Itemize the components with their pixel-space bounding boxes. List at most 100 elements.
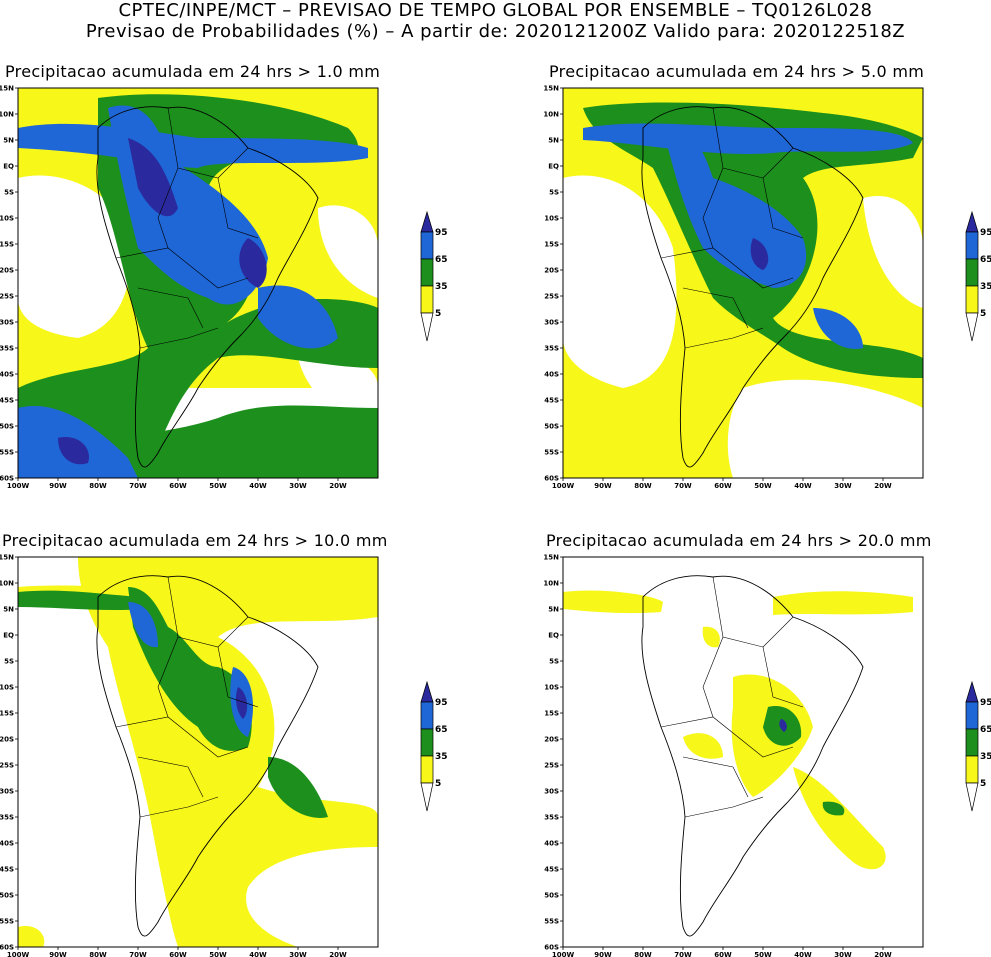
country-border-1 <box>115 716 249 758</box>
lat-tick-label: 50S <box>544 423 559 431</box>
lat-tick-label: 60S <box>544 475 559 483</box>
colorbar-bottom-triangle <box>420 312 434 342</box>
main-title: CPTEC/INPE/MCT – PREVISAO DE TEMPO GLOBA… <box>118 0 873 21</box>
country-border-3 <box>157 167 179 249</box>
lat-tick-label: 15N <box>0 554 14 562</box>
lat-tick-label: 20S <box>544 736 559 744</box>
lat-tick-label: 20S <box>0 736 14 744</box>
map-panel-10mm: 15N 10N 5N EQ 5S 10S 15S 20S 25S 30S 35S 40S 45S 50S 5… <box>0 554 380 957</box>
country-border-3 <box>157 636 179 718</box>
prob-field-8 <box>258 285 338 349</box>
prob-field-7 <box>822 801 845 816</box>
colorbar-level-label: 35 <box>980 282 991 292</box>
lon-tick-label: 60W <box>169 482 187 490</box>
lat-tick-label: 5S <box>549 189 559 197</box>
colorbar-segment <box>420 285 434 314</box>
colorbar-segment <box>965 755 979 784</box>
country-border-5 <box>682 287 749 329</box>
country-border-2 <box>684 327 764 349</box>
lon-tick-label: 70W <box>129 951 147 957</box>
lat-tick-label: 35S <box>544 814 559 822</box>
lat-tick-label: 55S <box>0 449 14 457</box>
lon-tick-label: 80W <box>89 482 107 490</box>
prob-field-4 <box>683 733 723 759</box>
country-border-1 <box>660 247 794 289</box>
continent-outline <box>641 575 864 937</box>
prob-field-6 <box>128 602 158 648</box>
colorbar-20mm: 95 65 35 5 <box>963 680 991 829</box>
lat-tick-label: 50S <box>0 892 14 900</box>
lon-tick-label: 30W <box>834 482 852 490</box>
prob-field-2 <box>18 926 45 947</box>
country-border-4 <box>762 646 804 708</box>
lat-tick-label: 10S <box>544 215 559 223</box>
lat-tick-label: 35S <box>0 345 14 353</box>
colorbar-segment <box>965 285 979 314</box>
country-border-0 <box>712 107 794 179</box>
colorbar-segment <box>965 258 979 287</box>
panel-title-5mm: Precipitacao acumulada em 24 hrs > 5.0 m… <box>549 62 925 81</box>
lon-tick-label: 30W <box>289 482 307 490</box>
map-panel-1mm: 15N 10N 5N EQ 5S 10S 15S 20S 25S 30S 35S 40S 45S 50S 5… <box>0 85 380 490</box>
lat-tick-label: 10S <box>0 215 14 223</box>
lon-tick-label: 50W <box>754 951 772 957</box>
colorbar-level-label: 5 <box>980 309 986 319</box>
colorbar-top-triangle <box>965 210 979 233</box>
subtitle: Previsao de Probabilidades (%) – A parti… <box>85 21 906 42</box>
country-border-5 <box>137 287 204 329</box>
prob-field-8 <box>779 719 787 732</box>
lat-tick-label: 45S <box>544 866 559 874</box>
colorbar-bottom-triangle <box>420 782 434 812</box>
lat-tick-label: 50S <box>0 423 14 431</box>
colorbar-level-label: 95 <box>435 698 448 708</box>
colorbar-segment <box>965 701 979 730</box>
colorbar-level-label: 35 <box>435 752 448 762</box>
lat-tick-label: 5N <box>548 606 559 614</box>
lat-tick-label: 15S <box>544 710 559 718</box>
colorbar-level-label: 35 <box>435 282 448 292</box>
lat-tick-label: 20S <box>0 267 14 275</box>
colorbar-level-label: 95 <box>435 228 448 238</box>
lon-tick-label: 90W <box>594 482 612 490</box>
lat-tick-label: 60S <box>0 475 14 483</box>
prob-field-1 <box>563 175 677 388</box>
colorbar-segment <box>965 231 979 260</box>
lat-tick-label: 30S <box>0 788 14 796</box>
lon-tick-label: 40W <box>794 482 812 490</box>
lat-tick-label: EQ <box>548 632 559 640</box>
prob-field-4 <box>128 587 252 751</box>
panel-title-10mm: Precipitacao acumulada em 24 hrs > 10.0 … <box>2 531 388 550</box>
country-border-3 <box>702 167 724 249</box>
lon-tick-label: 60W <box>714 482 732 490</box>
lat-tick-label: 40S <box>0 371 14 379</box>
lon-tick-label: 50W <box>209 482 227 490</box>
lat-tick-label: 15S <box>0 241 14 249</box>
lat-tick-label: 10S <box>544 684 559 692</box>
prob-field-2 <box>863 196 923 308</box>
continent-outline <box>96 106 319 468</box>
colorbar-level-label: 35 <box>980 752 991 762</box>
colorbar-level-label: 65 <box>435 725 448 735</box>
lon-tick-label: 80W <box>634 951 652 957</box>
lat-tick-label: 25S <box>544 762 559 770</box>
lat-tick-label: 60S <box>0 944 14 952</box>
lat-tick-label: EQ <box>548 163 559 171</box>
lon-tick-label: 50W <box>754 482 772 490</box>
lon-tick-label: 60W <box>169 951 187 957</box>
country-border-0 <box>167 576 249 648</box>
lat-tick-label: 55S <box>544 449 559 457</box>
colorbar-bottom-triangle <box>965 782 979 812</box>
lat-tick-label: 15S <box>544 241 559 249</box>
lat-tick-label: 15N <box>0 85 14 93</box>
colorbar-level-label: 65 <box>435 255 448 265</box>
colorbar-level-label: 95 <box>980 698 991 708</box>
lat-tick-label: 55S <box>544 918 559 926</box>
lon-tick-label: 80W <box>634 482 652 490</box>
lat-tick-label: 5N <box>548 137 559 145</box>
lon-tick-label: 90W <box>49 951 67 957</box>
country-border-3 <box>702 636 724 718</box>
lat-tick-label: 15N <box>543 85 559 93</box>
lat-tick-label: 10N <box>543 111 559 119</box>
lat-tick-label: 20S <box>544 267 559 275</box>
prob-field-1 <box>773 591 913 615</box>
